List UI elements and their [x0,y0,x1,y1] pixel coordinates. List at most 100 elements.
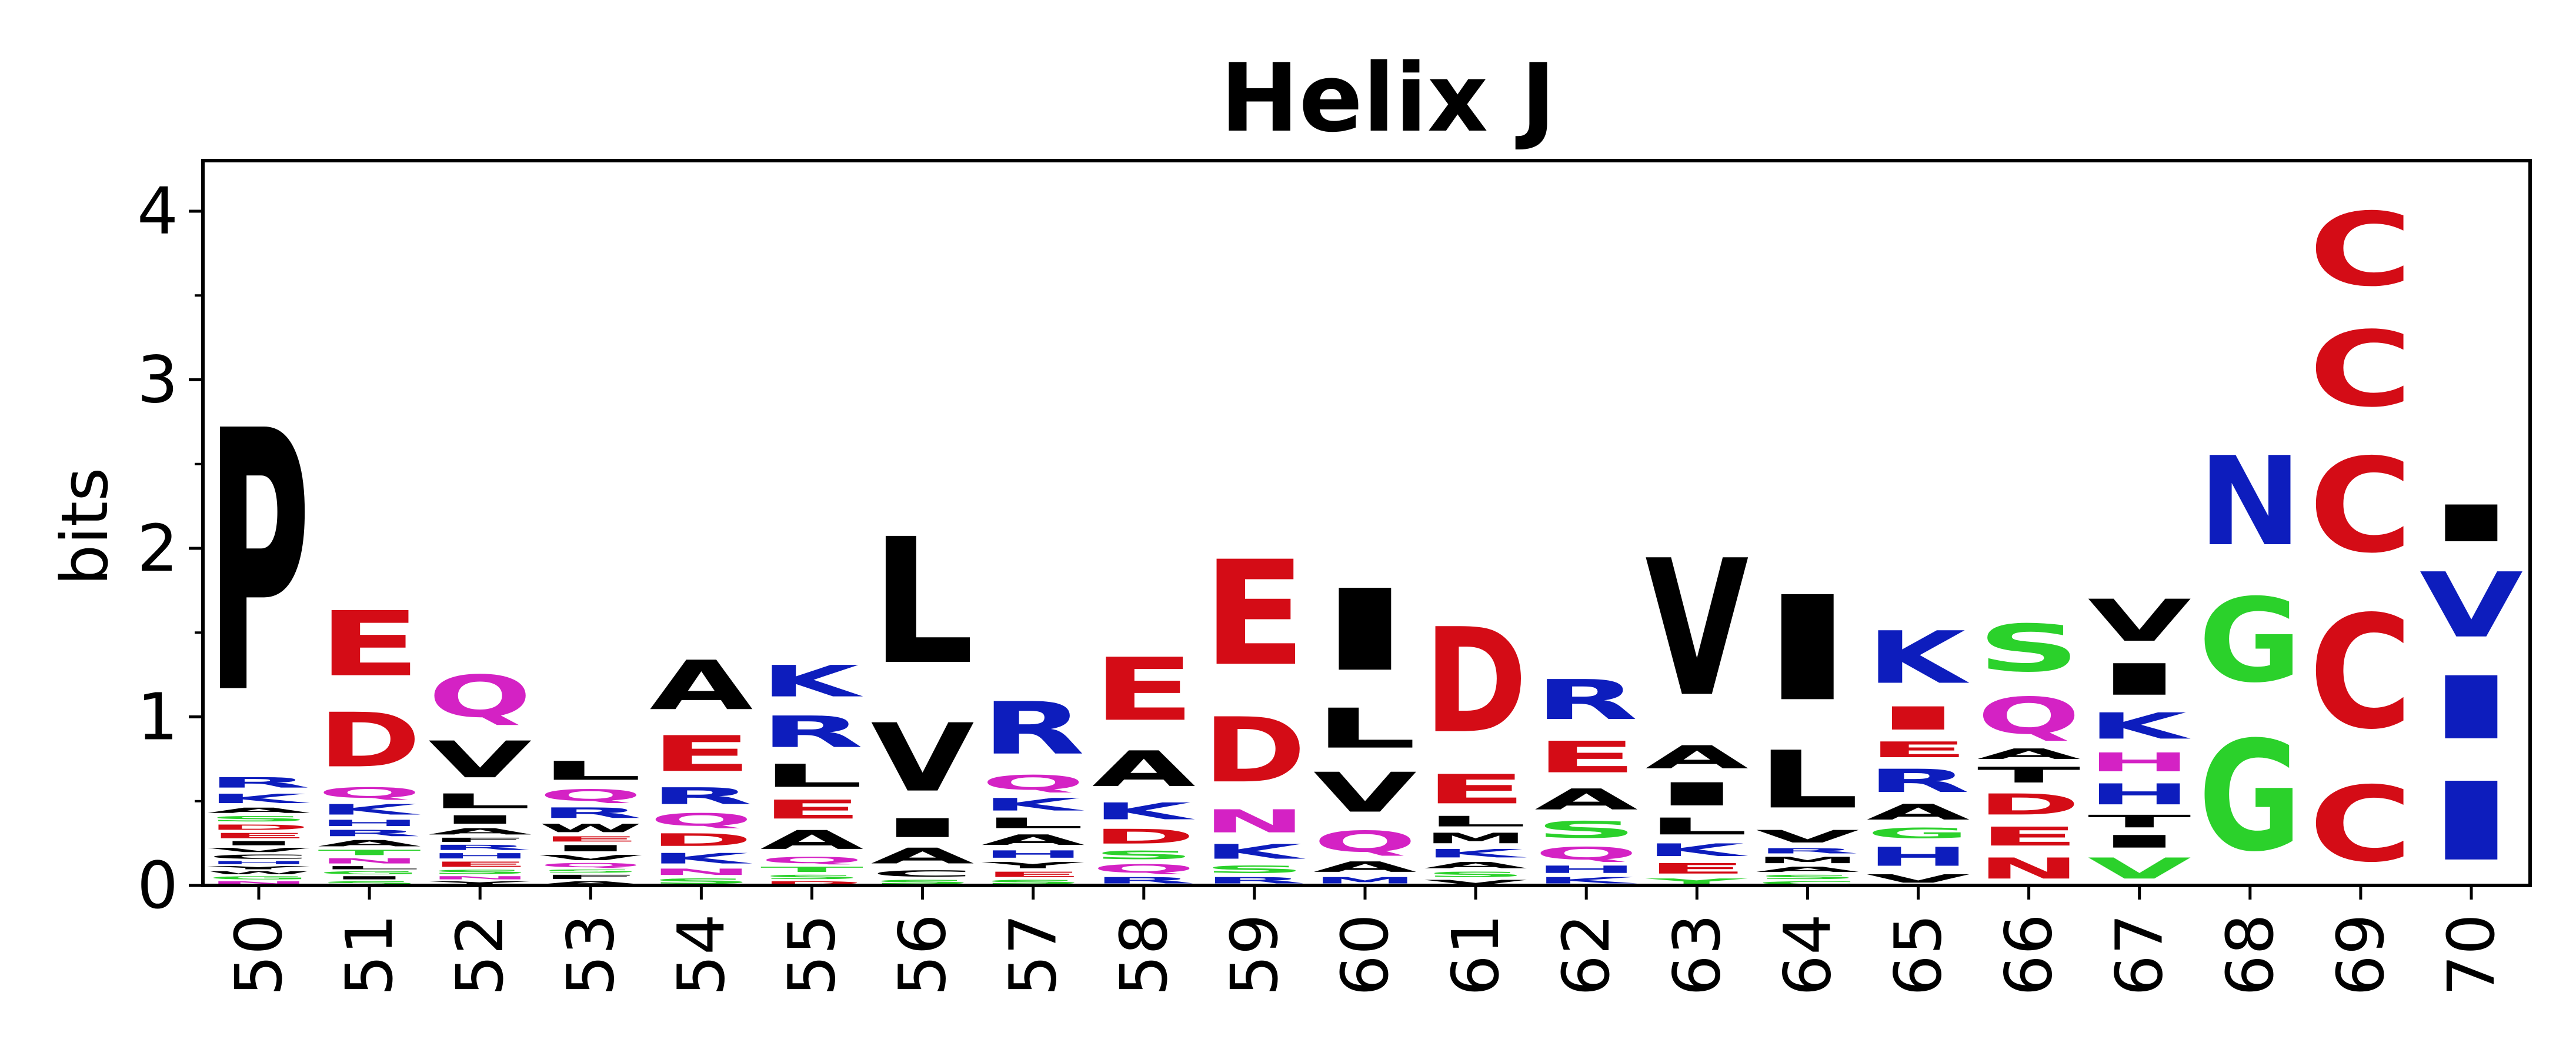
logo-letter-53-Q: Q [539,786,642,804]
y-tick-label: 1 [137,679,178,754]
x-tick-label: 52 [442,914,518,996]
logo-letter-50-S: S [207,815,311,823]
logo-letter-63-K: K [1645,840,1748,860]
logo-letter-50-K: K [207,791,311,807]
logo-letter-59-R: R [1203,875,1306,885]
logo-letter-65-G: G [1867,825,1970,842]
logo-letter-54-A: A [649,647,753,725]
logo-letter-62-E: E [1534,732,1638,782]
logo-letter-58-S: S [1092,848,1196,862]
logo-letter-52-F: F [428,837,532,843]
logo-letter-60-I: I [1313,565,1417,696]
logo-letter-52-R: R [428,843,532,851]
x-tick-label: 64 [1770,914,1845,996]
logo-letter-59-S: S [1203,864,1306,875]
logo-letter-51-T: T [318,848,421,857]
logo-letter-61-M: M [1424,830,1527,847]
logo-letter-52-H: H [428,852,532,860]
logo-letter-61-A: A [1424,860,1527,870]
logo-letter-60-V: V [1313,761,1417,824]
logo-letter-68-G: G [2198,708,2302,885]
logo-letter-55-S: S [760,874,864,880]
logo-letter-65-E: E [1867,737,1970,762]
logo-letter-50-H: H [207,860,311,865]
logo-letter-52-A: A [428,827,532,837]
axes: 50 51 52 53 54 55 56 57 58 59 60 61 62 63 64 65 66 67 68 69… [137,174,2509,996]
logo-letter-63-I: I [1645,776,1749,813]
logo-letter-57-L: L [982,815,1085,831]
logo-letter-58-R: R [1092,875,1196,885]
logo-letter-66-S: S [1977,611,2081,686]
x-tick-label: 63 [1659,914,1734,996]
logo-letter-50-W: W [207,870,311,875]
logo-letter-53-L: L [539,755,642,785]
logo-letter-69-C: C [2309,431,2413,582]
logo-letter-51-N: N [318,857,421,865]
logo-letter-62-A: A [1534,782,1638,816]
logo-letter-50-N: N [207,880,311,885]
x-tick-label: 69 [2323,914,2398,996]
logo-letter-53-I: I [539,843,642,853]
logo-letter-56-V: V [871,704,975,813]
logo-letter-53-F: F [539,874,642,880]
logo-letter-68-N: N [2198,431,2302,574]
logo-letter-63-E: E [1645,860,1749,877]
logo-letter-55-L: L [760,757,864,794]
logo-letter-66-A: A [1977,745,2081,762]
logo-letter-66-T: T [1977,762,2081,788]
logo-letter-50-D: D [207,823,311,831]
logo-letter-57-E: E [982,870,1085,878]
logo-letter-50-I: I [207,840,311,847]
logo-letter-58-K: K [1092,798,1195,825]
x-tick-label: 65 [1881,914,1956,996]
logo-letter-50-C: C [207,854,311,860]
logo-letter-65-A: A [1867,800,1970,825]
logo-letter-67-H: H [2088,747,2191,777]
logo-letter-52-Q: Q [428,664,532,731]
logo-letter-51-H: H [318,818,421,828]
logo-letter-62-S: S [1534,817,1638,843]
logo-letter-54-R: R [649,782,753,810]
logo-letter-52-N: N [428,875,532,881]
logo-letter-61-D: D [1424,598,1527,765]
logo-letter-53-V: V [539,854,642,862]
logo-letter-65-V: V [1867,872,1970,885]
y-axis-label: bits [47,468,122,586]
logo-letter-61-E: E [1424,766,1527,813]
x-tick-label: 58 [1106,914,1182,996]
logo-letter-58-E: E [1092,640,1196,740]
logo-letter-60-M: M [1313,875,1417,885]
logo-letter-55-T: T [760,865,864,874]
logo-letter-64-R: R [1756,847,1859,855]
logo-letter-55-E: E [760,794,864,825]
logo-letter-61-K: K [1424,847,1527,860]
logo-letter-65-R: R [1867,762,1970,800]
logo-letter-54-D: D [649,830,753,850]
logo-letter-69-C: C [2309,192,2413,309]
logo-stacks: NGWYHCVIEDSAKRPSIGLNTARHKQDEYNSEHRFAILVQ… [207,192,2523,885]
logo-letter-67-V: V [2088,588,2191,655]
logo-letter-65-K: K [1867,616,1970,700]
chart-title: Helix J [1220,43,1556,153]
logo-letter-57-H: H [982,848,1085,860]
logo-letter-51-K: K [318,801,421,818]
logo-letter-50-P: P [207,356,311,773]
logo-letter-50-G: G [207,875,311,881]
logo-letter-62-R: R [1534,668,1638,732]
x-tick-label: 53 [553,914,628,996]
logo-letter-57-K: K [982,794,1085,814]
x-tick-label: 51 [332,914,407,996]
logo-letter-56-C: C [871,868,975,878]
logo-letter-55-K: K [760,657,864,707]
logo-letter-57-Y: Y [981,860,1085,870]
logo-letter-53-W: W [539,821,642,835]
y-tick-label: 3 [137,342,178,417]
logo-letter-61-S: S [1424,870,1527,878]
logo-letter-69-C: C [2309,309,2413,430]
logo-letter-67-I: I [2088,655,2191,705]
x-tick-label: 55 [775,914,850,996]
logo-letter-64-A: A [1756,865,1859,874]
logo-letter-57-A: A [982,832,1085,848]
logo-letter-50-R: R [207,774,311,791]
